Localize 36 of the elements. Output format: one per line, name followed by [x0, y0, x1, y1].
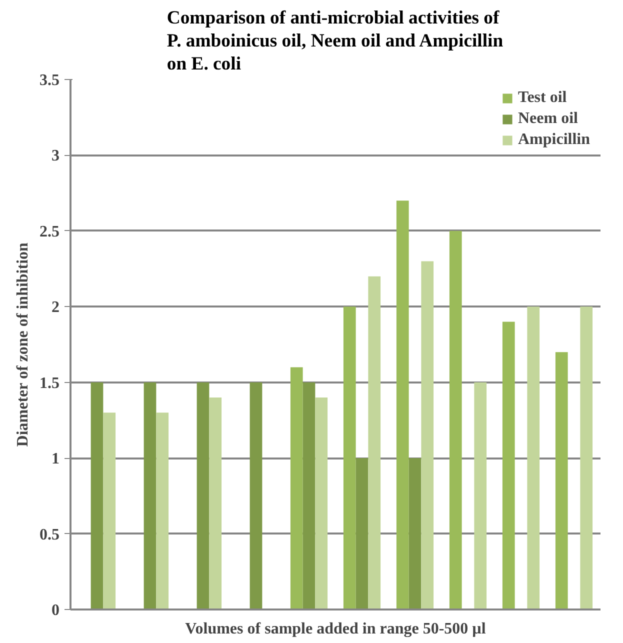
legend-label: Ampicillin	[518, 131, 590, 149]
y-tick-label: 1	[52, 450, 60, 468]
bar	[209, 398, 222, 610]
bar	[90, 382, 104, 610]
bar	[103, 412, 116, 610]
bar	[343, 306, 356, 610]
y-tick-label: 0	[52, 602, 60, 619]
legend-label: Test oil	[518, 89, 567, 107]
bar	[368, 276, 381, 610]
bar	[396, 200, 409, 610]
bar	[156, 412, 169, 610]
y-tick-label: 3.5	[40, 72, 60, 89]
x-axis-title: Volumes of sample added in range 50-500 µl	[185, 620, 486, 638]
y-axis-title: Diameter of zone of inhibition	[14, 242, 32, 447]
legend-label: Neem oil	[518, 110, 578, 128]
bar	[421, 261, 434, 610]
bar	[196, 382, 210, 610]
bar	[502, 322, 515, 610]
y-tick-label: 1.5	[40, 374, 60, 392]
bar	[580, 306, 593, 610]
bar	[290, 367, 303, 610]
bar	[315, 398, 328, 610]
y-tick-label: 2.5	[40, 223, 60, 240]
bar	[474, 382, 487, 610]
bar	[250, 382, 262, 610]
bar	[144, 382, 156, 610]
chart-title: Comparison of anti-microbial activities of P. amboinicus oil, Neem oil and Ampicillin on E. coli	[166, 7, 504, 74]
bar	[527, 306, 540, 610]
y-tick-label: 0.5	[40, 526, 60, 544]
bar	[356, 458, 368, 610]
y-tick-label: 2	[52, 299, 60, 316]
bar	[408, 458, 422, 610]
bar	[449, 230, 462, 610]
bar	[555, 352, 568, 610]
bar	[302, 382, 316, 610]
y-tick-label: 3	[52, 148, 60, 165]
